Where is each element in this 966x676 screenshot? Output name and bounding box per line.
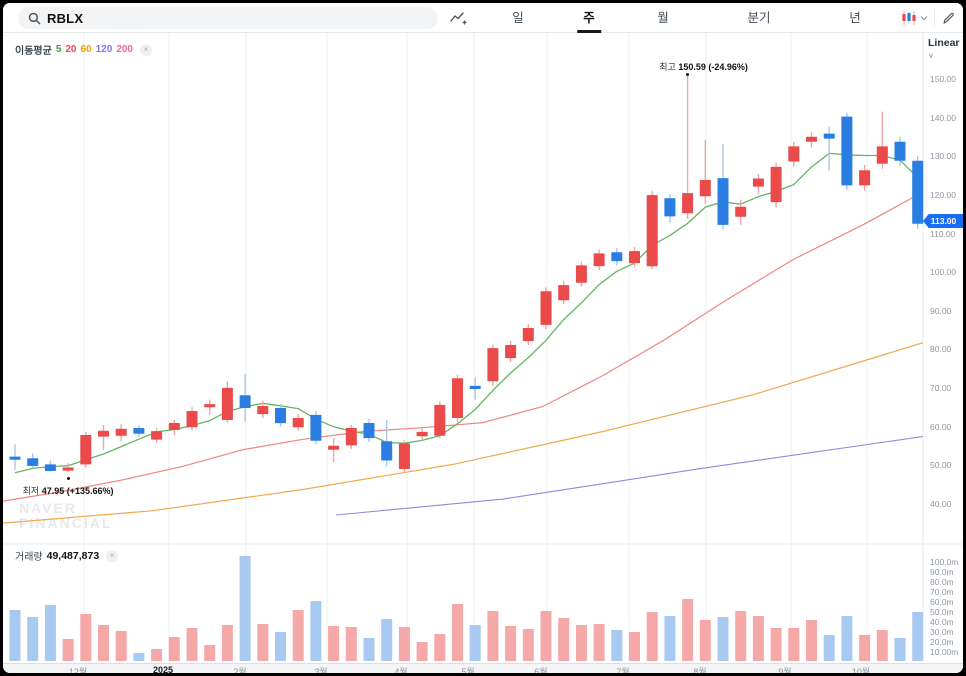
x-label-5월: 5월 (461, 667, 475, 673)
ma-legend-close-icon[interactable]: × (140, 43, 152, 56)
x-label-8월: 8월 (693, 667, 707, 673)
x-label-4월: 4월 (394, 667, 408, 673)
tab-년[interactable]: 년 (849, 11, 861, 25)
volume-tick: 30.0m (930, 627, 954, 637)
volume-tick: 40.0m (930, 617, 954, 627)
pencil-icon[interactable] (941, 3, 956, 33)
volume-tick: 50.0m (930, 607, 954, 617)
high-marker-dot (686, 72, 690, 76)
x-label-10월: 10월 (851, 667, 871, 673)
search-input[interactable]: RBLX (18, 7, 438, 29)
price-tick: 150.00 (930, 74, 956, 84)
x-label-12월: 12월 (68, 667, 88, 673)
ma-legend-title: 이동평균 (15, 46, 52, 57)
volume-legend-close-icon[interactable]: × (106, 549, 119, 562)
volume-tick: 10.00m (930, 647, 959, 657)
price-tick: 130.00 (930, 151, 956, 162)
price-tick: 90.00 (930, 305, 952, 316)
x-label-6월: 6월 (534, 667, 548, 673)
x-label-7월: 7월 (616, 667, 630, 673)
header-divider (934, 10, 935, 26)
scale-label: Linear (928, 37, 960, 49)
stock-chart-app: RBLX 일 주 월 분기 년 (3, 3, 963, 673)
price-tick: 70.00 (930, 383, 952, 394)
search-value: RBLX (47, 10, 84, 26)
header: RBLX 일 주 월 분기 년 (3, 3, 963, 33)
ma-5-label: 5 (55, 44, 62, 55)
chevron-down-icon: ∨ (928, 51, 934, 60)
low-marker-dot (66, 477, 70, 481)
price-tick: 140.00 (930, 112, 956, 123)
ma-120-label: 120 (95, 44, 113, 55)
low-annotation: 최저 47.95 (+135.66%) (22, 486, 114, 497)
chart-canvas[interactable] (3, 3, 963, 673)
tab-분기[interactable]: 분기 (747, 11, 771, 25)
volume-tick: 20.0m (930, 637, 954, 647)
x-label-2025: 2025 (152, 665, 174, 673)
x-label-3월: 3월 (314, 667, 328, 673)
volume-tick: 60.0m (930, 597, 954, 607)
ma-legend: 이동평균 5 20 60 120 200 × (15, 42, 152, 57)
price-tick: 60.00 (930, 421, 952, 432)
tab-일[interactable]: 일 (512, 11, 524, 25)
ma-60-label: 60 (80, 44, 92, 55)
candlestick-icon[interactable] (901, 3, 917, 33)
tab-주[interactable]: 주 (579, 3, 599, 33)
chevron-down-icon[interactable] (920, 3, 928, 33)
ma-200-label: 200 (116, 44, 133, 55)
price-tick: 40.00 (930, 499, 952, 509)
volume-tick: 100.0m (930, 557, 959, 567)
price-tick: 120.00 (930, 189, 956, 200)
ma-20-label: 20 (65, 44, 77, 55)
scale-selector[interactable]: Linear ∨ (928, 37, 963, 61)
ma-legend-values: 5 20 60 120 200 (56, 44, 133, 55)
high-annotation: 최고 150.59 (-24.96%) (659, 61, 748, 72)
volume-legend-value: 49,487,873 (46, 549, 100, 562)
price-tick: 100.00 (930, 267, 956, 278)
volume-tick: 80.0m (930, 577, 954, 587)
search-icon (28, 12, 41, 24)
price-tick: 50.00 (930, 460, 952, 471)
current-price-badge: 113.00 (923, 213, 963, 228)
x-label-9월: 9월 (778, 667, 792, 673)
time-axis[interactable]: 12월 2025 2월 3월 4월 5월 6월 7월 8월 9월 10월 (3, 663, 963, 673)
volume-tick: 70.0m (930, 587, 954, 597)
watermark: NAVER FINANCIAL (19, 500, 113, 531)
volume-legend: 거래량 49,487,873 × (15, 548, 119, 563)
volume-tick: 90.0m (930, 567, 954, 577)
price-tick: 110.00 (930, 228, 956, 239)
volume-legend-title: 거래량 (15, 552, 43, 563)
x-label-2월: 2월 (233, 667, 247, 673)
tab-월[interactable]: 월 (657, 11, 669, 25)
price-tick: 80.00 (930, 344, 952, 355)
chart-line-plus-icon[interactable] (450, 3, 468, 33)
